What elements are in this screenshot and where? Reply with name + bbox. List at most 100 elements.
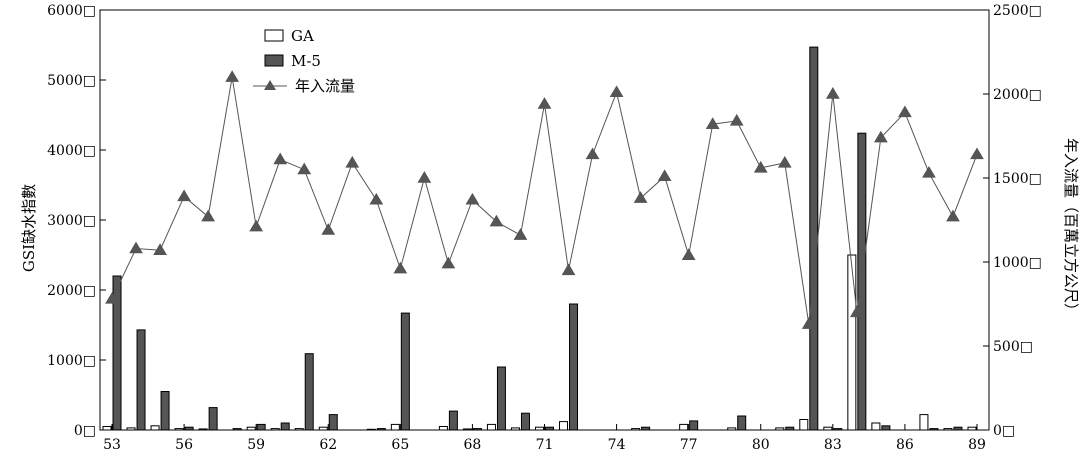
x-tick-label: 80 — [752, 437, 770, 453]
bar-m5 — [737, 415, 747, 431]
legend: GA M-5 年入流量 — [253, 27, 355, 95]
bar-ga — [366, 428, 376, 431]
x-tick-label: 89 — [968, 437, 986, 453]
inflow-point — [898, 105, 912, 118]
inflow-point — [849, 305, 864, 318]
inflow-point — [225, 70, 240, 82]
bar-ga — [943, 428, 953, 431]
bar-ga — [823, 426, 833, 431]
bar-m5 — [232, 428, 242, 431]
inflow-point — [681, 248, 696, 260]
bar-m5 — [953, 426, 963, 431]
y-left-tick-label: 2000□ — [47, 283, 96, 299]
bar-m5 — [328, 414, 338, 431]
x-tick-label: 68 — [464, 437, 482, 453]
bar-m5 — [641, 426, 651, 431]
inflow-point — [970, 147, 984, 160]
inflow-point — [777, 155, 792, 168]
inflow-point — [753, 160, 768, 173]
inflow-point — [393, 261, 408, 274]
inflow-point — [633, 191, 648, 203]
bar-ga — [270, 428, 280, 431]
y-right-tick-label: 2000□ — [993, 87, 1042, 103]
inflow-point — [561, 263, 576, 276]
x-tick-label: 62 — [319, 437, 337, 453]
bar-m5 — [496, 366, 506, 431]
x-tick-label: 71 — [536, 437, 554, 453]
bar-ga — [775, 427, 785, 431]
bar-m5 — [520, 412, 530, 431]
bar-ga — [462, 428, 472, 431]
x-tick-label: 74 — [608, 437, 626, 453]
bar-m5 — [785, 426, 795, 431]
bar-ga — [631, 428, 641, 431]
y-left-tick-label: 0□ — [74, 423, 96, 439]
inflow-point — [922, 165, 936, 178]
bar-ga — [294, 428, 304, 431]
y-axis-right-title: 年入流量（百萬立方公尺） — [1062, 138, 1080, 318]
bar-m5 — [160, 391, 170, 431]
bar-m5 — [809, 46, 819, 431]
inflow-point — [537, 97, 552, 109]
bar-ga — [727, 427, 737, 431]
inflow-point — [297, 162, 312, 175]
inflow-point — [417, 171, 432, 183]
bar-m5 — [929, 428, 939, 431]
bar-ga — [150, 425, 160, 431]
inflow-point — [874, 130, 888, 143]
x-tick-label: 53 — [103, 437, 121, 453]
bar-m5 — [304, 353, 314, 431]
inflow-point — [345, 155, 360, 168]
inflow-point — [705, 117, 720, 129]
x-tick-label: 65 — [391, 437, 409, 453]
bar-ga — [198, 428, 208, 431]
legend-label-inflow: 年入流量 — [295, 77, 355, 95]
x-tick-label: 56 — [175, 437, 193, 453]
legend-swatch-ga — [264, 29, 284, 42]
y-left-tick-label: 3000□ — [47, 213, 96, 229]
bar-ga — [126, 427, 136, 431]
inflow-point — [825, 87, 840, 99]
bar-m5 — [400, 312, 410, 431]
inflow-point — [657, 169, 672, 182]
bar-m5 — [545, 426, 554, 431]
y-left-tick-label: 5000□ — [47, 73, 96, 89]
bar-ga — [102, 426, 112, 431]
bar-ga — [510, 427, 520, 431]
bar-ga — [246, 426, 256, 431]
bar-ga — [318, 426, 328, 431]
inflow-point — [273, 152, 288, 165]
y-left-tick-label: 4000□ — [47, 143, 96, 159]
bar-ga — [967, 426, 977, 431]
bar-m5 — [472, 428, 482, 431]
bar-ga — [438, 426, 448, 431]
axes: 0□ 1000□ 2000□ 3000□ 4000□ 5000□ 6000□ 0□ 500□ 10… — [47, 3, 1042, 453]
inflow-point — [321, 223, 336, 235]
inflow-point — [249, 219, 264, 232]
bar-ga — [679, 423, 689, 431]
inflow-point — [513, 228, 528, 240]
inflow-point — [801, 317, 816, 329]
legend-swatch-m5 — [264, 54, 284, 67]
bar-m5 — [184, 426, 194, 431]
inflow-point — [489, 214, 504, 227]
bar-m5 — [112, 275, 122, 431]
y-right-tick-label: 1500□ — [993, 171, 1042, 187]
y-left-tick-label: 6000□ — [47, 3, 96, 19]
inflow-point — [946, 209, 960, 222]
bar-m5 — [256, 423, 266, 431]
inflow-line — [105, 70, 984, 329]
bar-m5 — [689, 420, 699, 431]
inflow-point — [609, 85, 624, 98]
bar-ga — [390, 423, 400, 431]
y-right-tick-label: 0□ — [993, 423, 1015, 439]
x-tick-label: 59 — [247, 437, 265, 453]
bar-m5 — [569, 303, 579, 431]
bars — [102, 46, 977, 431]
bar-m5 — [136, 329, 146, 431]
bar-ga — [559, 421, 569, 431]
legend-marker-inflow — [264, 80, 276, 90]
x-tick-label: 77 — [680, 437, 698, 453]
bar-ga — [919, 414, 929, 431]
